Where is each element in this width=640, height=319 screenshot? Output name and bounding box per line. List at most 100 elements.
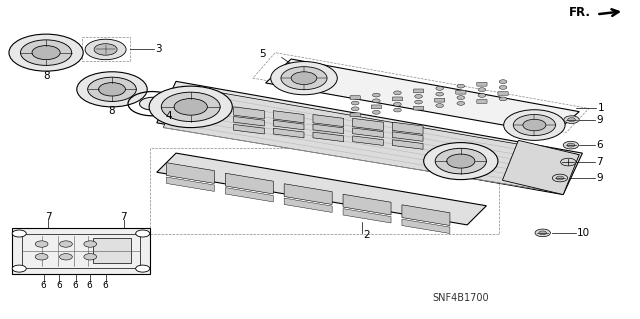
Circle shape — [447, 154, 475, 168]
Polygon shape — [166, 177, 214, 191]
Circle shape — [394, 108, 401, 112]
Text: 6: 6 — [596, 140, 603, 150]
Text: 8: 8 — [109, 106, 115, 116]
FancyBboxPatch shape — [435, 98, 445, 102]
Text: 4: 4 — [165, 111, 172, 121]
Circle shape — [504, 110, 565, 140]
Text: 3: 3 — [155, 44, 161, 55]
Circle shape — [77, 72, 147, 107]
Circle shape — [415, 94, 422, 98]
Text: 8: 8 — [43, 70, 49, 81]
Polygon shape — [343, 209, 391, 223]
Polygon shape — [392, 132, 423, 141]
Polygon shape — [502, 140, 579, 195]
Polygon shape — [234, 107, 264, 119]
Polygon shape — [234, 116, 264, 126]
Circle shape — [424, 143, 498, 180]
Circle shape — [478, 93, 486, 97]
Circle shape — [271, 62, 337, 95]
Polygon shape — [12, 228, 150, 274]
Polygon shape — [353, 128, 383, 137]
Circle shape — [161, 92, 220, 122]
Polygon shape — [225, 173, 273, 194]
Text: 1: 1 — [598, 103, 604, 114]
Circle shape — [372, 99, 380, 103]
Circle shape — [85, 39, 126, 60]
Text: 6: 6 — [73, 281, 78, 290]
Text: 6: 6 — [103, 281, 108, 290]
Circle shape — [60, 254, 72, 260]
Circle shape — [457, 96, 465, 100]
Polygon shape — [402, 219, 450, 234]
Circle shape — [140, 97, 165, 110]
Circle shape — [499, 85, 507, 89]
Polygon shape — [353, 136, 383, 145]
Polygon shape — [313, 132, 344, 142]
Polygon shape — [402, 205, 450, 226]
Circle shape — [539, 231, 547, 235]
Circle shape — [84, 241, 97, 247]
Circle shape — [499, 97, 507, 101]
Circle shape — [136, 265, 150, 272]
Text: SNF4B1700: SNF4B1700 — [433, 293, 489, 303]
Circle shape — [457, 101, 465, 105]
Circle shape — [523, 119, 546, 131]
Circle shape — [20, 40, 72, 65]
Polygon shape — [157, 153, 486, 225]
Text: 7: 7 — [45, 212, 51, 222]
Circle shape — [94, 44, 117, 55]
Text: 9: 9 — [596, 173, 603, 183]
Polygon shape — [163, 86, 579, 193]
Circle shape — [436, 86, 444, 90]
FancyBboxPatch shape — [371, 105, 381, 109]
Text: 7: 7 — [596, 157, 603, 167]
Circle shape — [535, 229, 550, 237]
Circle shape — [60, 241, 72, 247]
Polygon shape — [234, 124, 264, 134]
Circle shape — [12, 230, 26, 237]
FancyBboxPatch shape — [413, 89, 424, 93]
Circle shape — [499, 80, 507, 84]
Text: 7: 7 — [120, 212, 127, 222]
Circle shape — [561, 158, 576, 166]
Circle shape — [394, 91, 401, 95]
Circle shape — [556, 176, 564, 180]
Circle shape — [457, 84, 465, 88]
FancyBboxPatch shape — [350, 96, 360, 100]
Text: 6: 6 — [87, 281, 92, 290]
Circle shape — [552, 174, 568, 182]
Text: FR.: FR. — [570, 6, 591, 19]
Polygon shape — [266, 59, 579, 134]
Text: 2: 2 — [364, 230, 370, 241]
Circle shape — [564, 116, 579, 123]
Circle shape — [351, 107, 359, 111]
Polygon shape — [93, 238, 131, 263]
Circle shape — [149, 86, 232, 128]
Circle shape — [567, 143, 575, 147]
Circle shape — [35, 254, 48, 260]
Circle shape — [478, 88, 486, 92]
Circle shape — [99, 83, 125, 96]
Circle shape — [291, 72, 317, 85]
Polygon shape — [273, 120, 304, 130]
FancyBboxPatch shape — [456, 90, 466, 94]
Polygon shape — [157, 81, 582, 195]
Circle shape — [568, 118, 575, 122]
Circle shape — [372, 93, 380, 97]
Circle shape — [12, 265, 26, 272]
Polygon shape — [166, 163, 214, 183]
Text: 9: 9 — [596, 115, 603, 125]
Circle shape — [436, 92, 444, 96]
Circle shape — [513, 115, 556, 136]
Circle shape — [9, 34, 83, 71]
FancyBboxPatch shape — [477, 100, 487, 103]
Text: 6: 6 — [41, 281, 46, 290]
Circle shape — [435, 148, 486, 174]
Circle shape — [372, 110, 380, 114]
Circle shape — [394, 102, 401, 106]
Polygon shape — [284, 198, 332, 212]
Circle shape — [32, 46, 60, 60]
FancyBboxPatch shape — [413, 106, 424, 110]
Polygon shape — [273, 111, 304, 123]
Polygon shape — [392, 140, 423, 149]
